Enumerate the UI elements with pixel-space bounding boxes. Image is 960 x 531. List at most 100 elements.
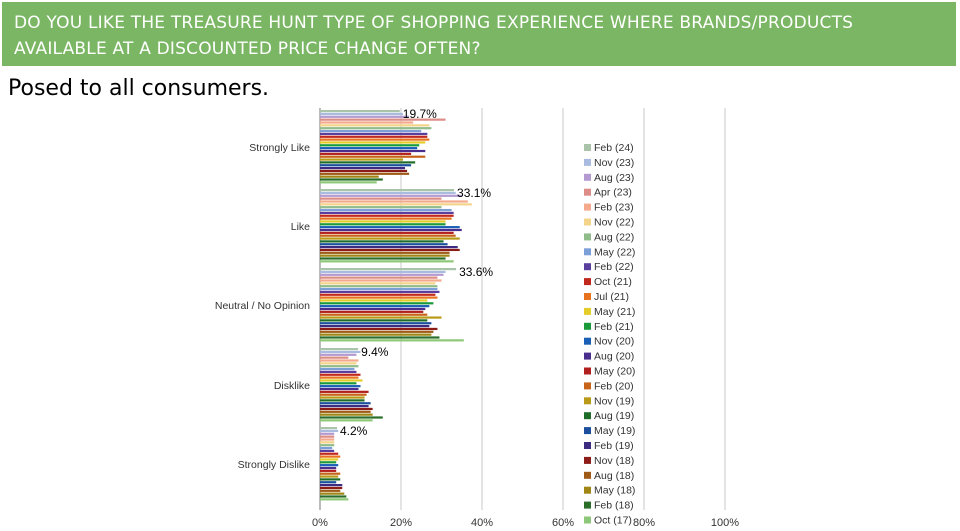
- bar: [320, 206, 442, 209]
- bar: [320, 325, 430, 328]
- data-label: 33.6%: [459, 265, 493, 279]
- bar: [320, 461, 337, 464]
- legend-label: Apr (23): [594, 187, 632, 199]
- bar: [320, 296, 438, 299]
- bar: [320, 138, 430, 141]
- legend-swatch: [584, 293, 591, 300]
- x-tick-label: 60%: [552, 517, 574, 529]
- bar: [320, 429, 339, 433]
- legend-label: Feb (19): [594, 440, 634, 452]
- bar: [320, 376, 359, 379]
- bar: [320, 362, 357, 365]
- bar: [320, 367, 355, 371]
- bar: [320, 486, 343, 490]
- bar: [320, 382, 357, 385]
- legend-label: Aug (22): [594, 231, 634, 243]
- bar: [320, 489, 341, 492]
- category-label: Like: [291, 221, 310, 233]
- bar: [320, 313, 428, 316]
- x-tick-label: 20%: [390, 517, 412, 529]
- bar: [320, 484, 343, 487]
- bar: [320, 402, 371, 405]
- bar: [320, 197, 442, 200]
- bar: [320, 191, 456, 195]
- bar: [320, 399, 365, 402]
- bar: [320, 455, 341, 458]
- bar: [320, 178, 383, 181]
- bar: [320, 407, 373, 411]
- bar: [320, 365, 359, 368]
- legend-swatch: [584, 248, 591, 256]
- legend-swatch: [584, 158, 591, 166]
- x-tick-label: 0%: [312, 517, 328, 529]
- bar: [320, 492, 345, 495]
- bar: [320, 413, 373, 416]
- legend-swatch: [584, 188, 591, 196]
- bar: [320, 203, 472, 206]
- bar: [320, 220, 446, 223]
- bar: [320, 234, 456, 237]
- bar: [320, 132, 428, 135]
- legend-swatch: [584, 382, 591, 390]
- bar: [320, 268, 457, 271]
- bar: [320, 276, 438, 279]
- bar: [320, 112, 404, 116]
- bar: [320, 410, 371, 413]
- bar: [320, 217, 452, 220]
- legend-swatch: [584, 144, 591, 151]
- bar: [320, 438, 335, 441]
- legend-swatch: [584, 471, 591, 479]
- bar: [320, 246, 458, 249]
- bar: [320, 302, 434, 305]
- legend-label: Feb (21): [594, 321, 634, 333]
- bar: [320, 339, 464, 342]
- category-label: Neutral / No Opinion: [215, 300, 310, 312]
- bar: [320, 129, 422, 133]
- bar: [320, 469, 337, 472]
- bar: [320, 181, 377, 184]
- bar: [320, 385, 361, 388]
- category-label: Strongly Dislike: [238, 459, 311, 471]
- data-label: 4.2%: [340, 424, 368, 438]
- bar: [320, 155, 426, 158]
- legend-label: Jul (21): [594, 291, 629, 303]
- bar: [320, 353, 357, 356]
- bar: [320, 478, 341, 481]
- legend-label: Aug (18): [594, 470, 634, 482]
- question-title: DO YOU LIKE THE TREASURE HUNT TYPE OF SH…: [14, 13, 854, 59]
- bar: [320, 200, 468, 203]
- bar: [320, 322, 432, 325]
- bar: [320, 356, 349, 359]
- bar: [320, 149, 426, 153]
- bar: [320, 299, 428, 302]
- legend-label: May (18): [594, 485, 635, 497]
- bar: [320, 175, 379, 178]
- data-label: 19.7%: [403, 107, 437, 121]
- bar: [320, 248, 460, 252]
- legend-swatch: [584, 203, 591, 211]
- bar: [320, 419, 373, 422]
- bar: [320, 282, 436, 285]
- bar: [320, 167, 406, 170]
- bar: [320, 260, 454, 263]
- bar: [320, 214, 454, 217]
- legend-swatch: [584, 412, 591, 420]
- bar: [320, 127, 432, 130]
- legend-label: Feb (24): [594, 142, 634, 154]
- bar: [320, 273, 444, 276]
- legend-swatch: [584, 337, 591, 345]
- legend-swatch: [584, 516, 591, 524]
- legend-swatch: [584, 486, 591, 494]
- legend-label: Feb (23): [594, 202, 634, 214]
- x-tick-label: 40%: [471, 517, 493, 529]
- bar: [320, 251, 450, 254]
- legend-swatch: [584, 456, 591, 464]
- bar: [320, 172, 410, 175]
- bar: [320, 194, 462, 197]
- legend-label: Feb (20): [594, 380, 634, 392]
- bar: [320, 449, 335, 452]
- bar: [320, 226, 460, 229]
- bar: [320, 427, 338, 430]
- bar: [320, 390, 369, 393]
- x-tick-label: 100%: [711, 517, 739, 529]
